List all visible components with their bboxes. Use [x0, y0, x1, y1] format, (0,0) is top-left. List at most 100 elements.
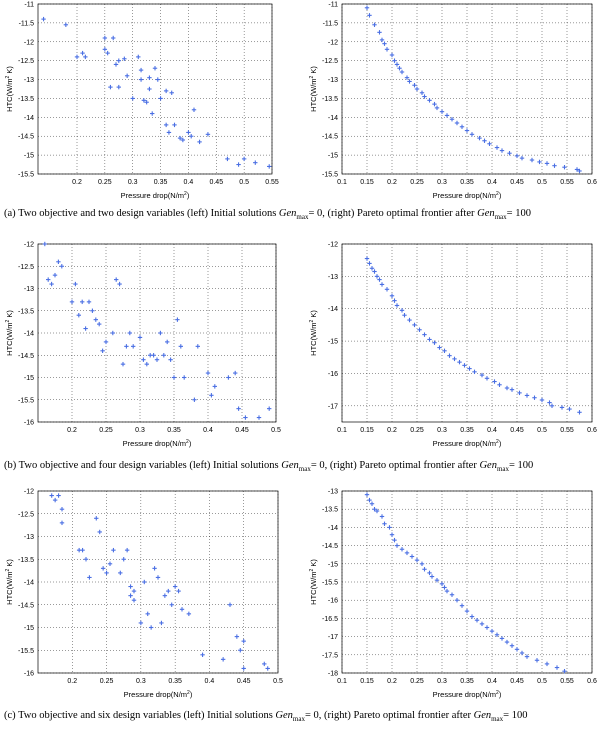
data-point [432, 101, 437, 107]
data-point [150, 111, 155, 116]
data-point [128, 584, 133, 589]
data-point [182, 375, 187, 380]
data-point [499, 636, 505, 641]
y-tick-label: -15.5 [322, 172, 338, 179]
data-point [205, 370, 211, 376]
data-point [241, 638, 246, 644]
y-tick-label: -15.5 [322, 580, 338, 587]
x-tick-label: 0.25 [410, 179, 424, 186]
x-tick-label: 0.15 [360, 427, 374, 434]
data-point [120, 361, 126, 367]
y-tick-label: -12 [328, 242, 338, 249]
x-tick-label: 0.3 [136, 678, 146, 685]
data-point [539, 397, 545, 403]
data-point [108, 84, 113, 90]
data-point [477, 135, 482, 141]
scatter-svg: 0.1 0.15 0.2 0.25 0.3 0.35 0.4 0.45 0.5 0.55 0.6 -1… [309, 2, 597, 201]
data-point [100, 348, 105, 353]
data-point [220, 657, 226, 662]
y-axis-label: HTC(W/m2 K) [309, 66, 318, 112]
data-point [559, 405, 565, 410]
x-tick-label: 0.55 [560, 427, 574, 434]
data-point [147, 75, 152, 80]
y-tick-label: -14.5 [322, 134, 338, 141]
data-point [256, 415, 262, 420]
data-point [452, 356, 457, 362]
data-point [389, 52, 395, 58]
data-point [267, 164, 272, 169]
data-point [552, 163, 557, 168]
data-point [429, 574, 435, 579]
data-point [124, 73, 130, 78]
data-point [176, 588, 181, 594]
x-tick-label: 0.2 [67, 678, 77, 685]
data-point [102, 47, 108, 52]
y-tick-label: -12 [328, 39, 338, 46]
data-point [122, 56, 127, 61]
data-point [454, 120, 460, 126]
data-point [225, 156, 230, 162]
y-tick-label: -15 [24, 375, 34, 382]
data-point [529, 157, 535, 163]
data-point [367, 13, 372, 18]
data-point [379, 37, 385, 43]
y-tick-label: -16.5 [322, 616, 338, 623]
data-point [137, 335, 143, 340]
data-point [186, 611, 192, 617]
data-point [369, 266, 375, 271]
data-point [136, 54, 141, 60]
data-point [407, 79, 412, 84]
y-tick-label: -12.5 [18, 511, 34, 518]
data-point [434, 105, 440, 111]
x-tick-label: 0.45 [510, 179, 524, 186]
x-tick-label: 0.2 [72, 179, 82, 186]
data-point [267, 406, 272, 411]
caption-b-mid: = 0, (right) Pareto optimal frontier aft… [310, 460, 480, 471]
x-tick-label: 0.45 [510, 427, 524, 434]
x-tick-label: 0.3 [437, 179, 447, 186]
plot-frame [341, 490, 593, 674]
data-point [407, 317, 412, 323]
data-point [90, 308, 95, 313]
data-point [165, 339, 170, 345]
data-point [49, 281, 54, 287]
data-point [534, 658, 540, 663]
data-point [100, 566, 106, 571]
x-tick-label: 0.2 [387, 678, 397, 685]
data-point [437, 345, 442, 350]
data-point [147, 86, 152, 92]
x-tick-label: 0.15 [360, 678, 374, 685]
data-point [412, 83, 417, 88]
data-point [87, 575, 92, 580]
data-point [236, 406, 241, 411]
data-point [504, 639, 510, 645]
x-tick-label: 0.4 [487, 179, 497, 186]
data-point [253, 160, 258, 165]
caption-c-prefix: (c) Two objective and six design variabl… [4, 710, 276, 721]
data-point [377, 277, 382, 282]
caption-a-suffix: = 100 [506, 208, 531, 219]
data-point [113, 62, 119, 67]
data-point [80, 547, 85, 553]
data-point [397, 66, 402, 71]
x-tick-label: 0.3 [437, 678, 447, 685]
data-point [117, 281, 122, 287]
data-point [492, 379, 497, 384]
caption-a-gen1: Gen [278, 208, 297, 219]
x-tick-label: 0.35 [154, 179, 168, 186]
y-tick-label: -17.5 [322, 652, 338, 659]
data-point [494, 145, 500, 150]
x-tick-label: 0.25 [98, 179, 112, 186]
data-point [162, 593, 168, 598]
data-point [105, 50, 110, 56]
y-tick-label: -15.5 [18, 172, 34, 179]
data-point [46, 277, 51, 282]
data-point [449, 117, 455, 122]
data-point [517, 390, 522, 396]
data-point [104, 570, 109, 576]
y-axis-label: HTC(W/m2 K) [5, 66, 14, 112]
x-tick-label: 0.5 [273, 678, 283, 685]
plot-frame [37, 3, 273, 175]
y-tick-label: -13 [328, 489, 338, 496]
data-point [422, 94, 427, 99]
